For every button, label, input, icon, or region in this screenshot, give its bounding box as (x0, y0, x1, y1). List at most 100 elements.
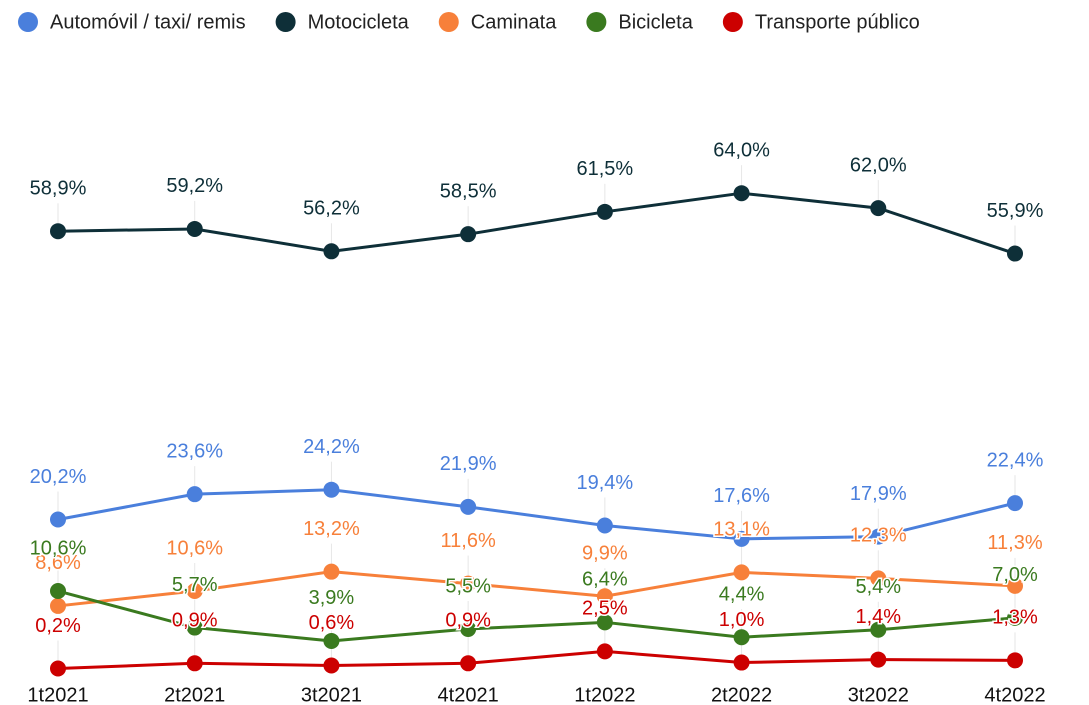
data-point (1007, 245, 1023, 262)
data-label: 0,6% (309, 612, 355, 634)
data-label: 22,4% (987, 449, 1044, 471)
data-label: 23,6% (166, 440, 223, 462)
data-point (870, 200, 887, 217)
series-line (57, 649, 1016, 671)
data-point (1007, 652, 1023, 669)
data-label: 13,2% (303, 518, 360, 540)
data-label: 5,7% (172, 574, 218, 596)
x-tick-label: 4t2022 (984, 684, 1045, 705)
data-point (870, 651, 887, 668)
data-point (50, 583, 66, 600)
data-point (323, 632, 340, 649)
data-point (50, 223, 66, 240)
data-point (460, 655, 477, 672)
data-point (186, 220, 203, 237)
data-label: 20,2% (30, 466, 87, 488)
data-label: 6,4% (582, 569, 628, 591)
data-label: 11,6% (441, 530, 496, 552)
legend-marker (18, 12, 38, 32)
data-point (733, 530, 750, 547)
data-point (870, 528, 887, 545)
data-label: 13,1% (713, 519, 770, 541)
x-axis: 1t2021 2t2021 3t2021 4t2021 1t2022 2t2022 3t20… (27, 684, 1045, 705)
legend-marker (722, 12, 743, 32)
series-line (57, 191, 1016, 255)
x-tick-label: 2t2022 (711, 684, 772, 705)
data-label: 56,2% (303, 198, 360, 220)
x-tick-label: 1t2021 (27, 684, 88, 705)
data-point (323, 563, 340, 580)
legend-label: Caminata (471, 11, 557, 33)
legend: Automóvil / taxi/ remis Motocicleta Camina… (18, 11, 920, 33)
data-point (50, 597, 66, 614)
data-point (733, 629, 750, 646)
data-label: 10,6% (166, 537, 223, 559)
data-point (186, 486, 203, 503)
data-label: 11,3% (987, 532, 1042, 554)
data-label: 0,9% (445, 610, 491, 632)
data-label: 17,9% (850, 483, 907, 505)
data-point (1007, 495, 1023, 512)
data-point (460, 498, 477, 515)
data-label: 17,6% (713, 485, 770, 507)
data-point (1007, 577, 1023, 594)
plot-area: 20,2% 23,6% 24,2% 21,9% 19,4% 17,6% 17,9% 22,4%… (28, 138, 1045, 677)
x-tick-label: 4t2021 (438, 684, 499, 705)
data-label: 58,9% (30, 177, 87, 199)
x-tick-label: 3t2021 (301, 684, 362, 705)
data-label: 4,4% (719, 584, 765, 606)
series-line (57, 589, 1016, 643)
data-label: 59,2% (166, 175, 223, 197)
data-point (323, 657, 340, 674)
data-label: 55,9% (987, 200, 1044, 222)
data-point (870, 621, 887, 638)
legend-label: Motocicleta (308, 11, 410, 33)
data-point (596, 517, 613, 534)
x-tick-label: 3t2022 (848, 684, 909, 705)
data-point (596, 614, 613, 631)
data-label: 12,3% (850, 525, 907, 547)
data-label: 61,5% (576, 158, 633, 180)
data-label: 0,9% (172, 610, 218, 632)
data-point (460, 621, 477, 638)
data-label: 24,2% (303, 436, 360, 458)
data-point (323, 243, 340, 260)
data-label: 3,9% (309, 587, 355, 609)
data-point (460, 226, 477, 243)
data-label: 5,5% (445, 575, 491, 597)
series-line (57, 570, 1016, 608)
data-label: 2,5% (582, 598, 628, 620)
legend-label: Automóvil / taxi/ remis (50, 11, 246, 33)
data-point (733, 564, 750, 581)
data-label: 1,3% (992, 607, 1038, 629)
data-label: 9,9% (582, 543, 628, 565)
data-label: 1,4% (855, 606, 901, 628)
data-label: 58,5% (440, 180, 497, 202)
data-point (186, 619, 203, 636)
data-label: 7,0% (992, 564, 1038, 586)
data-label: 19,4% (576, 472, 633, 494)
data-point (50, 660, 66, 677)
data-point (596, 643, 613, 660)
data-label: 62,0% (850, 154, 907, 176)
data-point (733, 654, 750, 671)
data-point (733, 185, 750, 202)
legend-marker (275, 12, 296, 32)
data-point (460, 575, 477, 592)
data-point (596, 588, 613, 605)
legend-label: Transporte público (755, 11, 920, 33)
data-label: 10,6% (30, 537, 87, 559)
data-label: 64,0% (713, 139, 770, 161)
x-tick-label: 1t2022 (574, 684, 635, 705)
data-point (50, 511, 66, 528)
data-label: 8,6% (35, 552, 81, 574)
data-label: 5,4% (855, 576, 901, 598)
data-point (186, 655, 203, 672)
data-label: 21,9% (440, 453, 497, 475)
data-label: 1,0% (719, 609, 765, 631)
series-line (57, 488, 1016, 541)
data-point (1007, 609, 1023, 626)
legend-marker (438, 12, 459, 32)
